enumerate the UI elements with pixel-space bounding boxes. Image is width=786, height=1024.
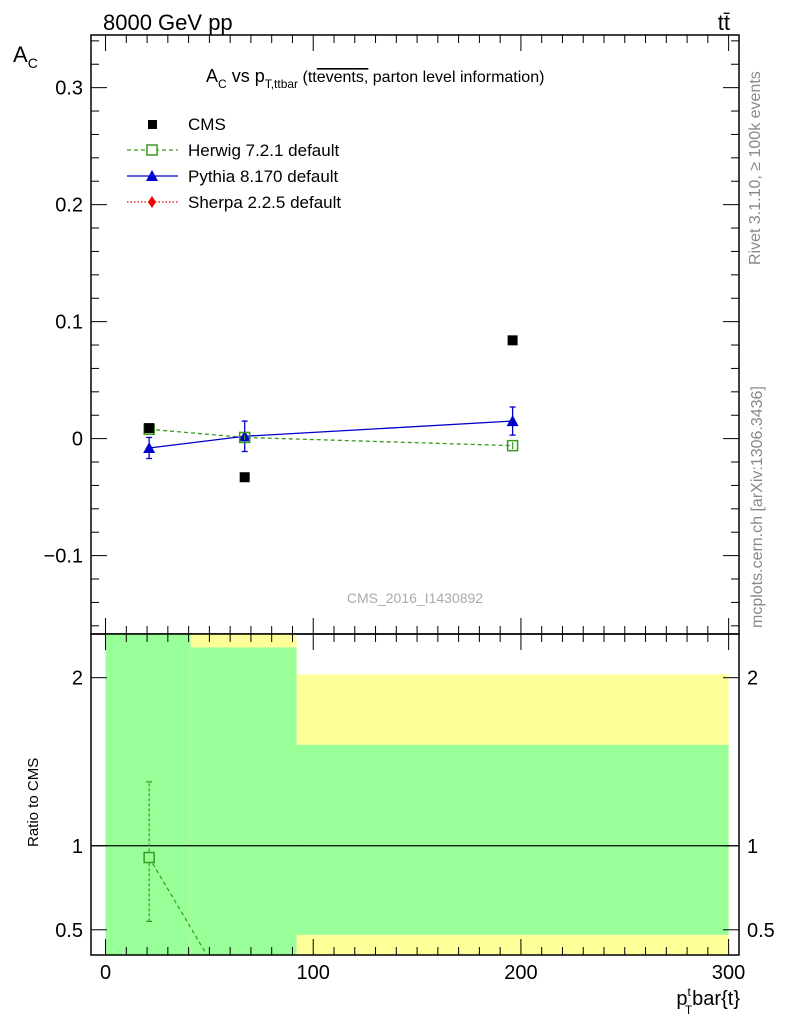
herwig-point [238, 431, 251, 444]
x-tick-label: 200 [504, 962, 537, 984]
legend-entry-cms: CMS [148, 115, 226, 134]
process-label: tt̄ [718, 10, 730, 35]
legend-cms-label: CMS [188, 115, 226, 134]
legend-sherpa-label: Sherpa 2.2.5 default [188, 193, 341, 212]
legend-herwig-label: Herwig 7.2.1 default [188, 141, 339, 160]
main-y-tick-label: 0.3 [55, 78, 83, 100]
pythia-point [143, 441, 156, 453]
x-tick-label: 100 [297, 962, 330, 984]
x-tick-label: 0 [100, 962, 111, 984]
legend-herwig-marker [146, 144, 158, 156]
title-events-overlined: events, [317, 69, 369, 86]
legend-sherpa-marker [148, 196, 156, 208]
x-axis-label: pt Tbar{t} [676, 985, 740, 1017]
ratio-plot-frame [90, 633, 740, 956]
legend-cms-marker [148, 120, 157, 129]
ratio-y-tick-label: 1 [72, 836, 83, 858]
main-title: AC vs pT,ttbar (ttevents, parton level i… [206, 66, 544, 91]
x-tick-label: 300 [712, 962, 745, 984]
rivet-label: Rivet 3.1.10, ≥ 100k events [747, 71, 764, 265]
legend-entry-sherpa: Sherpa 2.2.5 default [127, 193, 341, 212]
ratio-panel: 0.5 0.5 1 1 2 2 0 100 200 300 Ratio to CMS pt Tbar… [25, 633, 775, 1017]
ratio-y-tick-label: 0.5 [55, 920, 83, 942]
watermark: CMS_2016_I1430892 [347, 590, 483, 606]
ratio-y-tick-label: 2 [72, 668, 83, 690]
cms-point [239, 472, 250, 483]
energy-label: 8000 GeV pp [103, 10, 233, 35]
legend: CMS Herwig 7.2.1 default Pythia 8.170 de… [127, 115, 341, 212]
herwig-point [506, 439, 519, 452]
cms-point [507, 335, 518, 346]
pythia-point [506, 415, 519, 427]
ratio-green-band [190, 647, 297, 955]
ratio-green-band [296, 744, 729, 935]
ratio-green-band [105, 634, 191, 955]
legend-entry-herwig: Herwig 7.2.1 default [127, 141, 339, 160]
main-y-tick-label: 0 [72, 429, 83, 451]
source-label: mcplots.cern.ch [arXiv:1306.3436] [749, 386, 766, 628]
herwig-line [149, 428, 513, 447]
main-y-tick-label: 0.2 [55, 195, 83, 217]
herwig-ratio-line [148, 857, 208, 955]
ratio-y-tick-label-right: 2 [747, 668, 758, 690]
legend-pythia-marker [146, 170, 158, 181]
ratio-y-tick-label-right: 0.5 [747, 920, 775, 942]
ratio-y-tick-label-right: 1 [747, 836, 758, 858]
main-y-tick-label: 0.1 [55, 312, 83, 334]
main-y-tick-label: −0.1 [44, 546, 83, 568]
main-y-label: AC [13, 42, 38, 71]
legend-pythia-label: Pythia 8.170 default [188, 167, 339, 186]
cms-point [144, 423, 155, 434]
main-panel: −0.1 0 0.1 0.2 0.3 AC vs pT,ttbar (ttevents,… [13, 34, 740, 635]
legend-entry-pythia: Pythia 8.170 default [127, 167, 339, 186]
ratio-y-label: Ratio to CMS [25, 758, 42, 847]
herwig-ratio-point [143, 851, 155, 864]
